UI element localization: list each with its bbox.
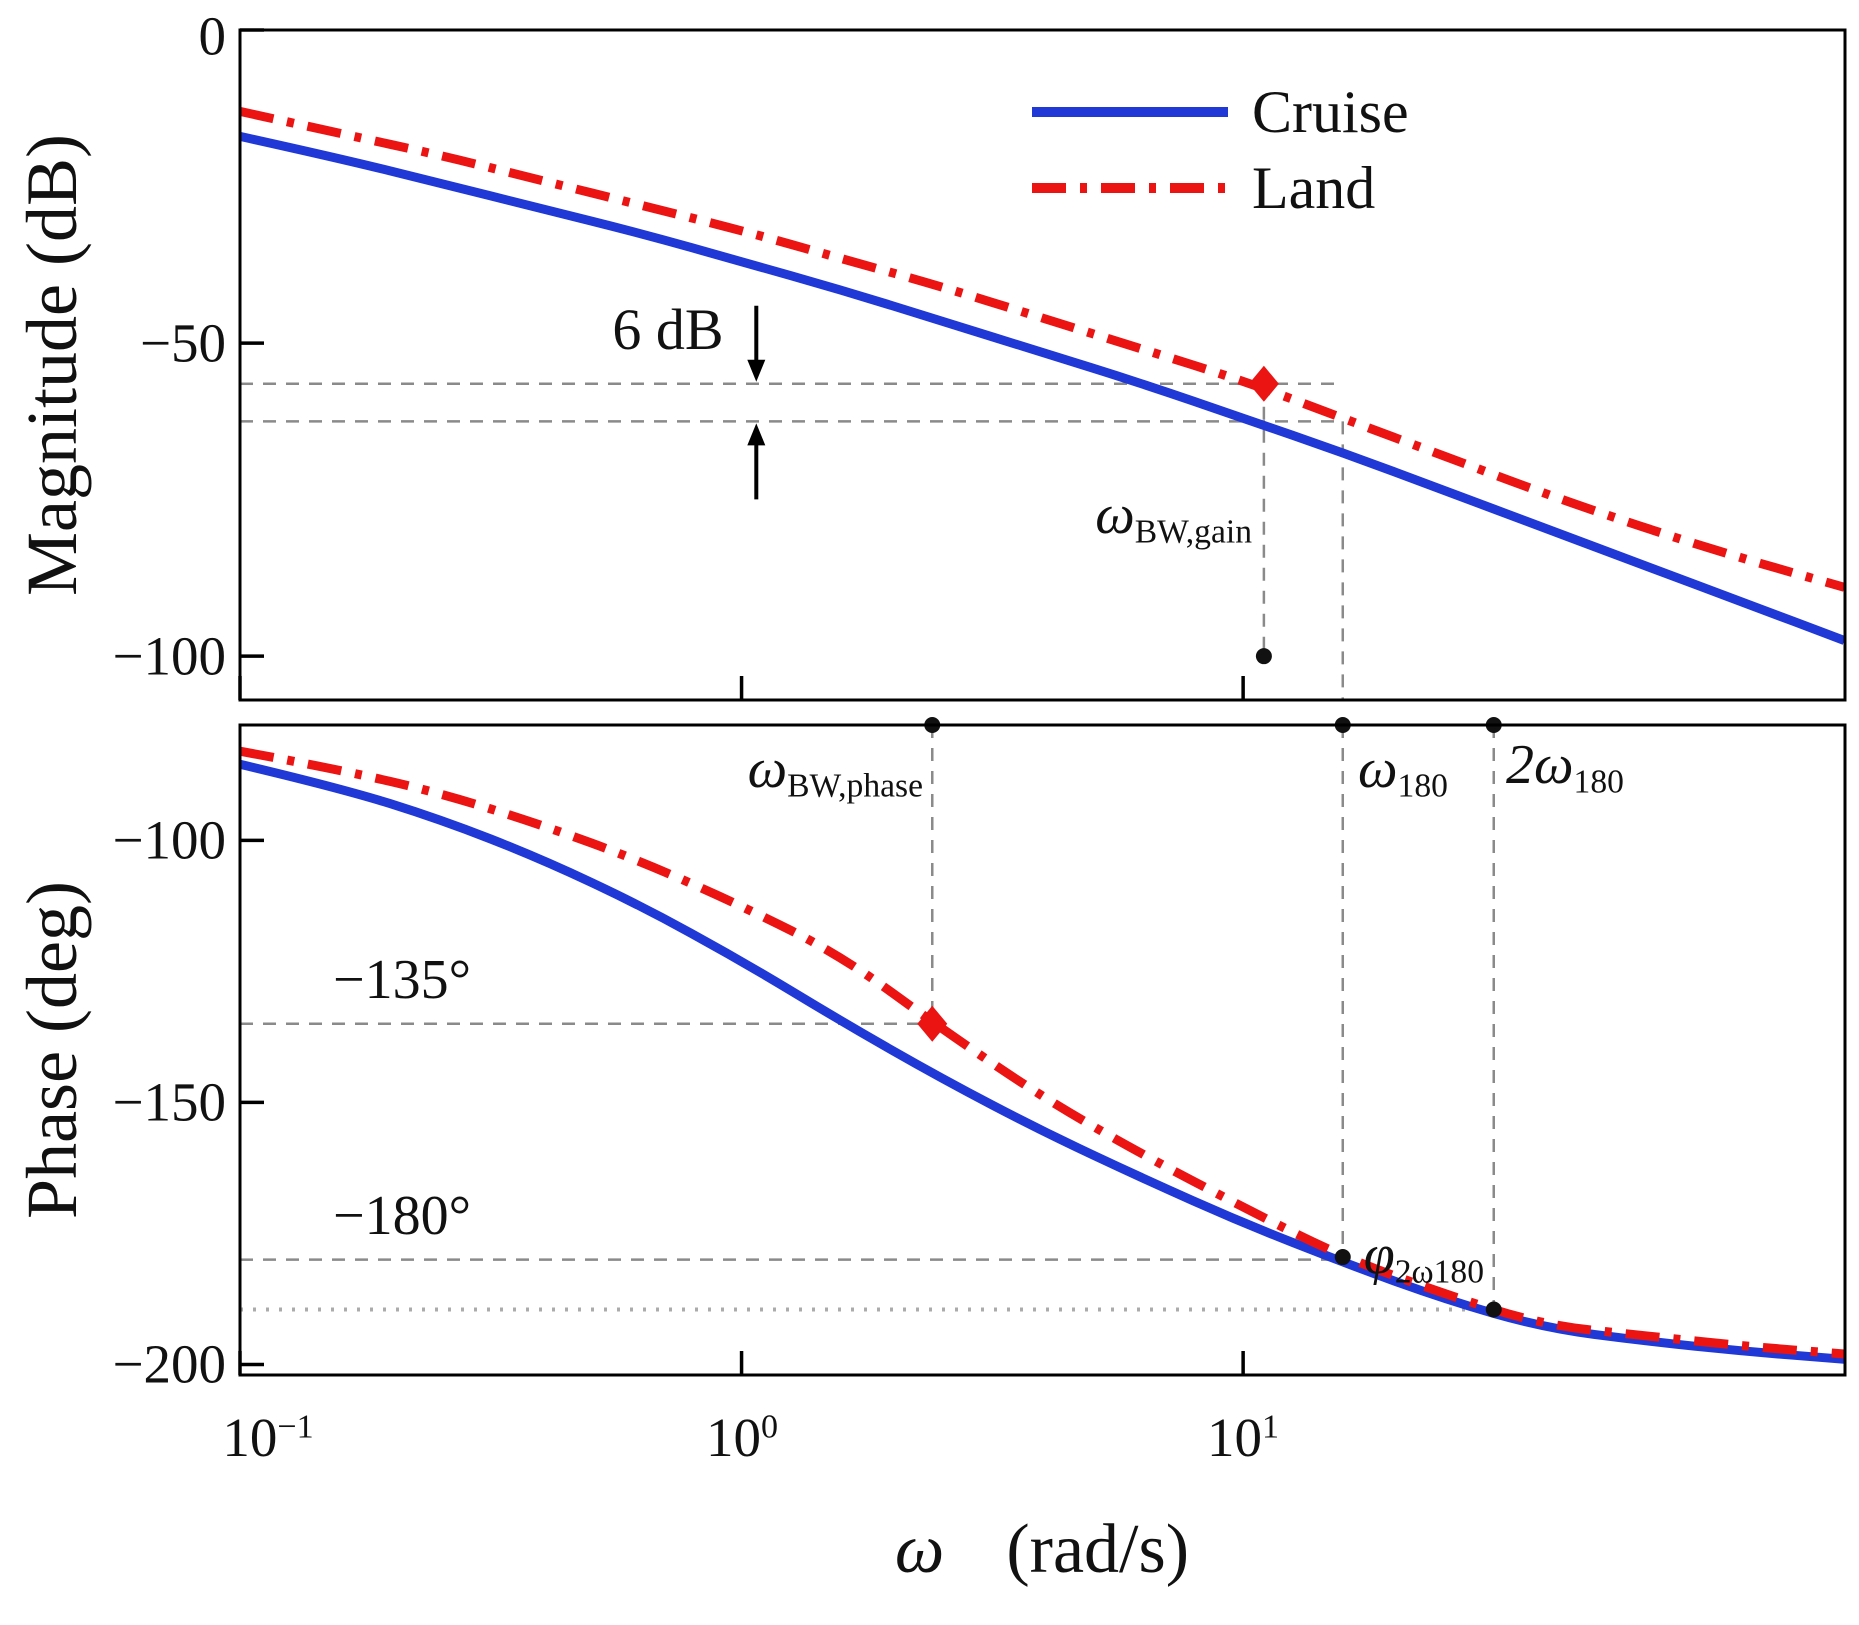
phase-dot-4 [1485, 1301, 1502, 1318]
annotation-minus-180deg: −180° [333, 1185, 471, 1247]
xtick-10-exp: 1 [1261, 1408, 1280, 1446]
magnitude-marker-0 [1248, 365, 1279, 402]
phase-curve-cruise [238, 759, 1845, 1364]
phase-dot-2 [1334, 1249, 1351, 1266]
two-omega-180-symbol: 2ω [1506, 734, 1574, 796]
annotation-phi-2omega-180: φ2ω180 [1364, 1227, 1484, 1289]
magnitude-dot-0 [1255, 648, 1272, 665]
omega-bw-phase-symbol: ω [747, 738, 788, 800]
omega-180-sub: 180 [1397, 767, 1448, 805]
omega-symbol: ω [894, 1511, 945, 1588]
xtick-1-exp: 0 [760, 1408, 779, 1446]
phase-marker-0 [917, 1005, 948, 1042]
magnitude-axis-label: Magnitude (dB) [12, 134, 92, 596]
annotation-two-omega-180: 2ω180 [1506, 737, 1624, 799]
annotation-minus-135deg: −135° [333, 949, 471, 1011]
phase-ytick-150: −150 [112, 1071, 226, 1133]
phase-ytick-200: −200 [112, 1333, 226, 1395]
x-axis-label: ω (rad/s) [895, 1515, 1189, 1585]
phi-2omega-180-sub: 2ω180 [1394, 1253, 1484, 1291]
dim-arrow-upper-head [747, 359, 766, 382]
legend-label-cruise: Cruise [1252, 79, 1409, 145]
xtick-0p1: 10−1 [222, 1410, 313, 1465]
annotation-6db: 6 dB [612, 297, 724, 362]
omega-bw-gain-sub: BW,gain [1134, 513, 1252, 551]
xtick-1: 100 [706, 1410, 778, 1465]
xtick-1-base: 10 [705, 1407, 761, 1468]
dim-arrow-lower-head [747, 423, 766, 446]
phase-ytick-100: −100 [112, 809, 226, 871]
annotation-omega-bw-gain: ωBW,gain [1095, 487, 1252, 549]
omega-180-symbol: ω [1358, 738, 1398, 800]
mag-ytick-0: 0 [198, 5, 227, 67]
x-axis-units: (rad/s) [1006, 1511, 1190, 1588]
magnitude-axes-box [238, 28, 1847, 702]
two-omega-180-sub: 180 [1573, 763, 1624, 801]
omega-bw-gain-symbol: ω [1095, 484, 1135, 546]
xtick-10: 101 [1207, 1410, 1279, 1465]
phase-axes-box [238, 723, 1847, 1377]
phase-curve-land [239, 746, 1845, 1359]
legend-label-land: Land [1252, 155, 1376, 221]
mag-ytick-100: −100 [112, 625, 226, 687]
xtick-0p1-base: 10 [222, 1407, 278, 1468]
phi-symbol: φ [1363, 1224, 1395, 1286]
magnitude-curve-land [239, 107, 1846, 592]
omega-bw-phase-sub: BW,phase [787, 767, 923, 805]
xtick-0p1-exp: −1 [277, 1408, 314, 1446]
xtick-10-base: 10 [1206, 1407, 1262, 1468]
annotation-omega-bw-phase: ωBW,phase [748, 741, 923, 803]
annotation-omega-180: ω180 [1358, 741, 1448, 803]
mag-ytick-50: −50 [139, 312, 226, 374]
phase-axis-label: Phase (deg) [12, 881, 92, 1219]
magnitude-curve-cruise [239, 132, 1846, 645]
